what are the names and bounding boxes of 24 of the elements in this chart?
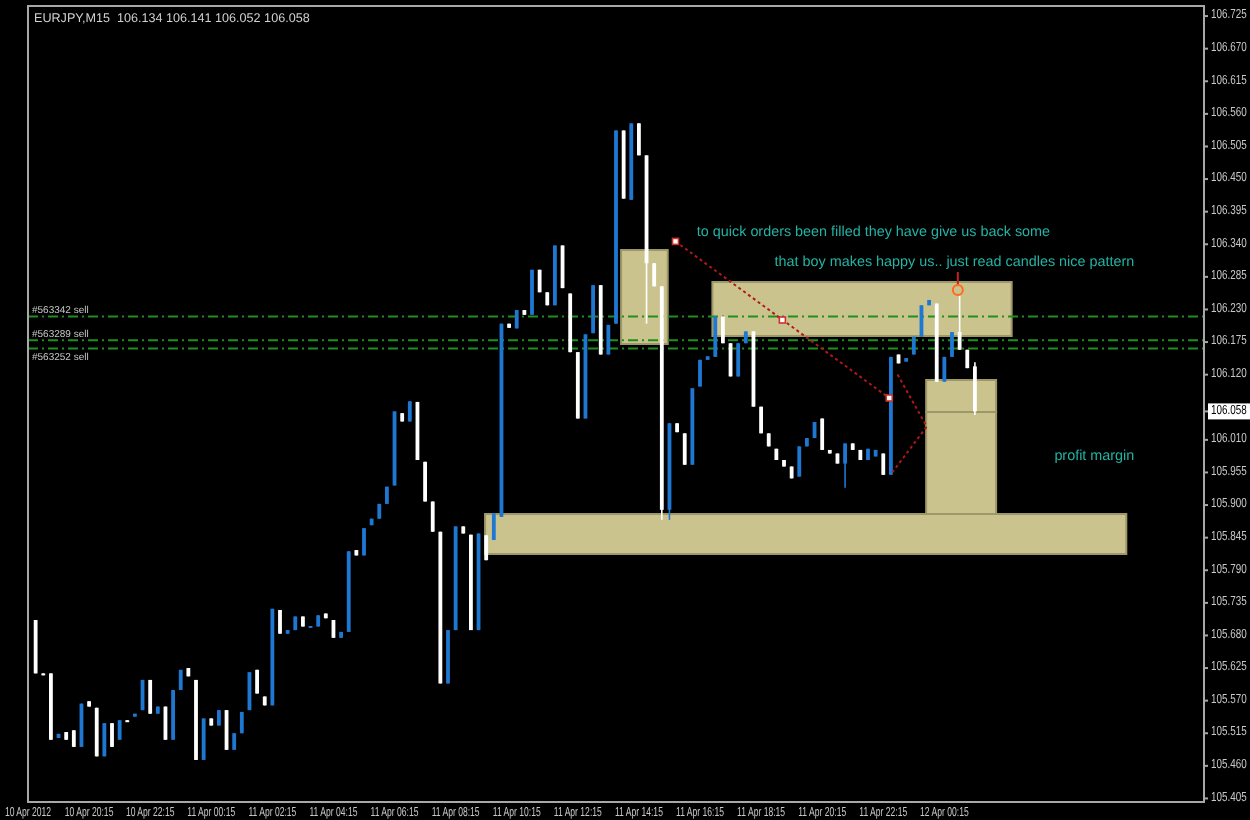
candlestick: [430, 500, 435, 533]
candlestick: [117, 719, 122, 741]
candlestick: [491, 512, 496, 541]
candlestick: [637, 122, 641, 157]
candlestick: [201, 717, 206, 761]
candlestick: [698, 359, 702, 388]
candlestick: [820, 417, 825, 451]
candlestick: [942, 356, 947, 383]
candlestick: [950, 331, 954, 358]
candlestick: [102, 722, 107, 758]
candlestick: [484, 534, 489, 561]
candlestick: [148, 679, 153, 715]
candlestick: [682, 432, 687, 466]
candlestick: [736, 342, 741, 378]
candlestick: [530, 268, 534, 316]
candlestick: [606, 324, 611, 356]
candlestick: [797, 445, 802, 478]
candlestick: [957, 295, 962, 351]
candlestick: [881, 452, 886, 476]
candlestick: [713, 315, 718, 358]
candlestick: [973, 361, 977, 416]
candlestick: [362, 527, 366, 557]
candlestick: [110, 722, 114, 748]
candlestick: [843, 442, 847, 489]
